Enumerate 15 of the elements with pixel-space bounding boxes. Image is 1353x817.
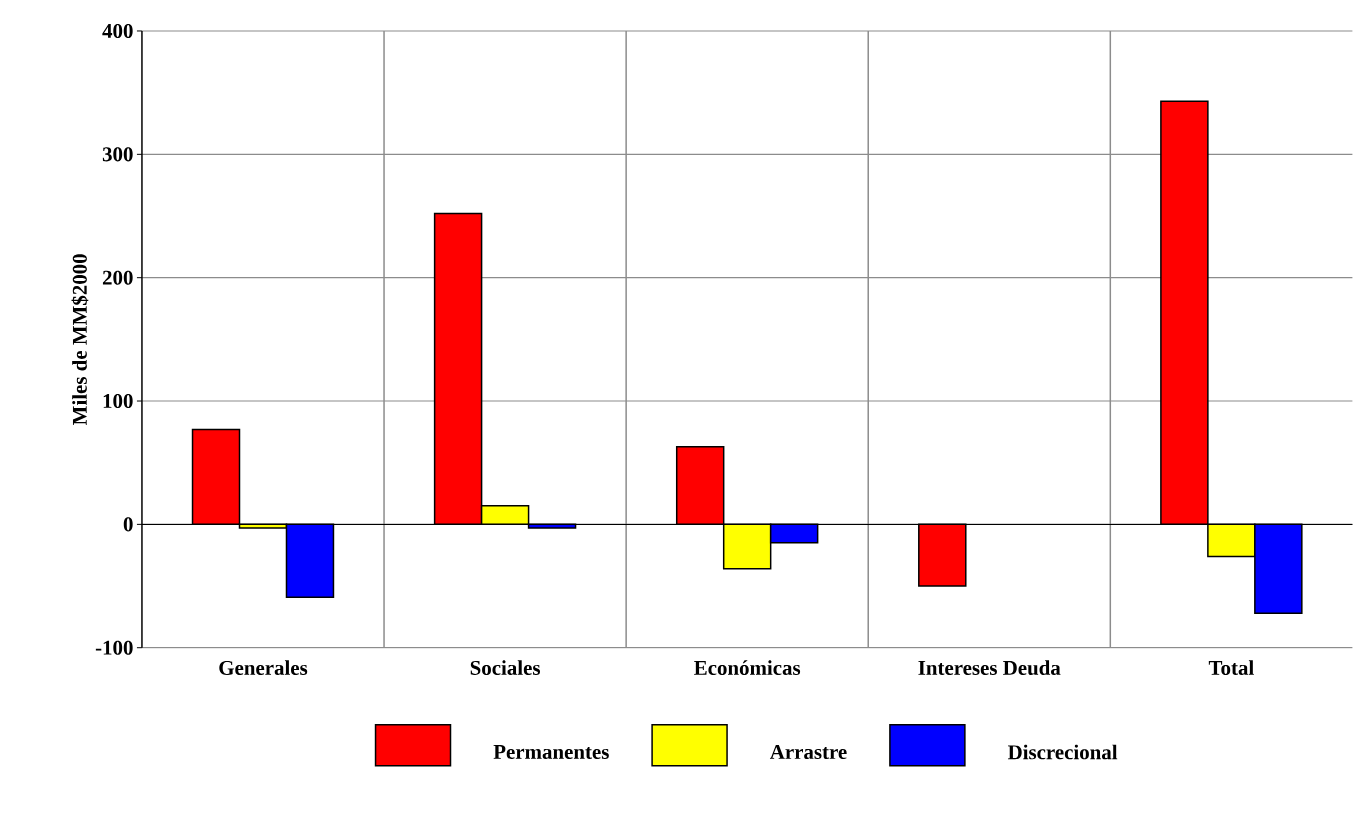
x-tick-label: Total <box>1208 660 1254 676</box>
y-tick-label: 100 <box>103 394 133 409</box>
legend-label: Permanentes <box>493 745 609 760</box>
legend-label: Discrecional <box>1007 744 1118 760</box>
y-axis-title: Miles de MM$2000 <box>71 254 89 426</box>
y-tick-label: 300 <box>102 147 133 162</box>
y-tick-label: 400 <box>102 24 133 39</box>
y-tick-label: 200 <box>102 270 133 285</box>
y-tick-label: 0 <box>123 517 133 532</box>
legend-label: Arrastre <box>769 745 847 760</box>
y-tick-label: -100 <box>95 640 133 655</box>
x-tick-label: Sociales <box>470 660 541 676</box>
x-tick-label: Intereses Deuda <box>918 660 1061 676</box>
x-tick-label: Generales <box>219 660 308 676</box>
x-tick-label: Económicas <box>694 660 801 676</box>
